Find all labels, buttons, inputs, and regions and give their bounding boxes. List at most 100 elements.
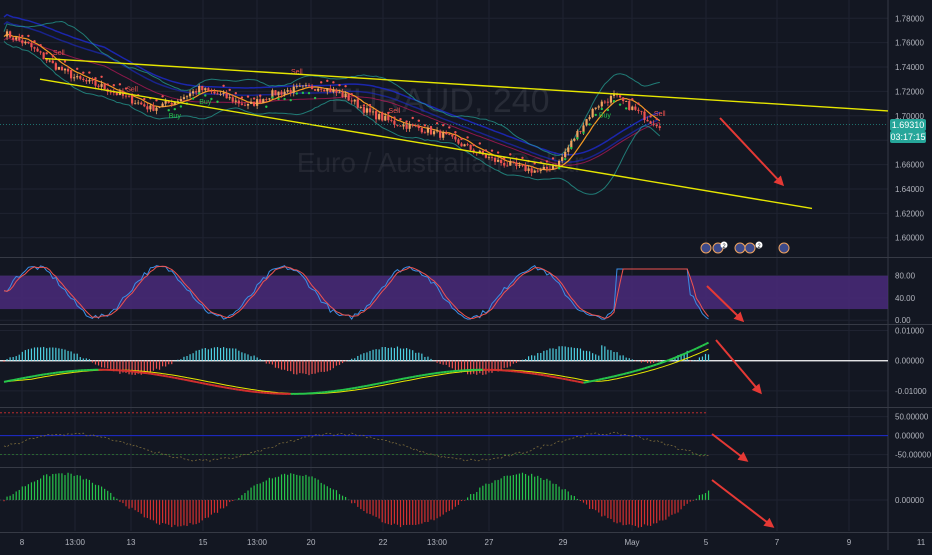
macd-line-segment <box>193 381 196 382</box>
macd-line-segment <box>696 347 699 348</box>
candle-body <box>259 99 261 103</box>
macd-histogram-bar <box>278 361 279 369</box>
x-tick-label: 11 <box>917 538 926 547</box>
momentum-bar <box>214 500 215 513</box>
macd-histogram-bar <box>379 349 380 360</box>
signal-label: Sell <box>654 111 666 118</box>
macd-histogram-bar <box>86 358 87 360</box>
trailing-stop-dot <box>271 96 273 98</box>
macd-histogram-bar <box>165 361 166 367</box>
macd-line-segment <box>4 381 7 382</box>
macd-histogram-bar <box>626 358 627 361</box>
momentum-bar <box>318 480 319 500</box>
momentum-bar <box>49 476 50 500</box>
momentum-bar <box>260 483 261 500</box>
macd-histogram-bar <box>708 354 709 360</box>
macd-histogram-bar <box>183 357 184 361</box>
candle-body <box>110 92 112 93</box>
event-marker-icon[interactable] <box>745 243 755 253</box>
momentum-bar <box>616 500 617 523</box>
macd-line-segment <box>379 383 382 384</box>
candle-body <box>366 108 368 113</box>
candle-body <box>33 47 35 48</box>
momentum-bar <box>153 500 154 520</box>
macd-histogram-bar <box>238 351 239 361</box>
macd-histogram-bar <box>171 361 172 364</box>
trailing-stop-dot <box>424 124 426 126</box>
momentum-bar <box>22 486 23 500</box>
candle-body <box>311 86 313 89</box>
candle-body <box>570 141 572 148</box>
candle-body <box>85 80 87 81</box>
momentum-bar <box>6 497 7 500</box>
candle-body <box>323 90 325 92</box>
momentum-bar <box>479 488 480 500</box>
macd-line-segment <box>373 384 376 385</box>
macd-line-segment <box>617 375 620 376</box>
candle-body <box>293 87 295 93</box>
y-tick-label: 50.00000 <box>895 413 929 422</box>
momentum-bar <box>470 494 471 500</box>
momentum-bar <box>354 500 355 503</box>
macd-line-segment <box>190 381 193 382</box>
macd-line-segment <box>587 382 590 383</box>
y-tick-label: 1.66000 <box>895 161 924 170</box>
momentum-bar <box>128 500 129 509</box>
event-marker-icon[interactable] <box>735 243 745 253</box>
trailing-stop-dot <box>27 35 29 37</box>
candle-body <box>445 133 447 135</box>
momentum-bar <box>183 500 184 525</box>
macd-line-segment <box>687 351 690 352</box>
countdown-text: 03:17:15 <box>890 132 925 142</box>
momentum-bar <box>308 477 309 500</box>
macd-histogram-bar <box>470 361 471 375</box>
event-marker-icon[interactable] <box>701 243 711 253</box>
momentum-bar <box>275 477 276 500</box>
macd-line-segment <box>611 376 614 377</box>
macd-histogram-bar <box>186 356 187 361</box>
event-marker-icon[interactable] <box>779 243 789 253</box>
macd-line-segment <box>584 382 587 383</box>
y-tick-label: -50.00000 <box>895 451 932 460</box>
macd-histogram-bar <box>580 349 581 361</box>
macd-histogram-bar <box>232 348 233 360</box>
macd-histogram-bar <box>568 347 569 360</box>
macd-line-segment <box>214 386 217 387</box>
trailing-stop-dot <box>625 107 627 109</box>
macd-line-segment <box>376 383 379 384</box>
momentum-bar <box>559 487 560 500</box>
macd-histogram-bar <box>400 348 401 360</box>
trailing-stop-dot <box>277 98 279 100</box>
trailing-stop-dot <box>113 84 115 86</box>
momentum-bar <box>189 500 190 523</box>
momentum-bar <box>659 500 660 520</box>
momentum-bar <box>555 484 556 500</box>
macd-histogram-bar <box>577 348 578 361</box>
macd-histogram-bar <box>10 357 11 360</box>
x-tick-label: 9 <box>847 538 852 547</box>
trailing-stop-dot <box>259 95 261 97</box>
candle-body <box>219 94 221 95</box>
macd-histogram-bar <box>254 356 255 361</box>
macd-line-segment <box>31 376 34 377</box>
momentum-bar <box>64 475 65 500</box>
momentum-bar <box>193 500 194 525</box>
momentum-bar <box>141 500 142 514</box>
trailing-stop-dot <box>21 35 23 37</box>
x-tick-label: 13:00 <box>247 538 268 547</box>
momentum-bar <box>601 500 602 516</box>
momentum-bar <box>61 473 62 500</box>
x-tick-label: May <box>624 538 639 547</box>
macd-line-segment <box>577 382 580 383</box>
momentum-bar <box>266 480 267 500</box>
macd-line-segment <box>669 359 672 360</box>
momentum-bar <box>699 495 700 500</box>
momentum-bar <box>241 495 242 500</box>
momentum-bar <box>247 490 248 500</box>
macd-line-segment <box>678 355 681 356</box>
macd-histogram-bar <box>522 360 523 361</box>
candle-body <box>363 107 365 113</box>
x-tick-label: 29 <box>559 538 568 547</box>
momentum-bar <box>58 473 59 500</box>
